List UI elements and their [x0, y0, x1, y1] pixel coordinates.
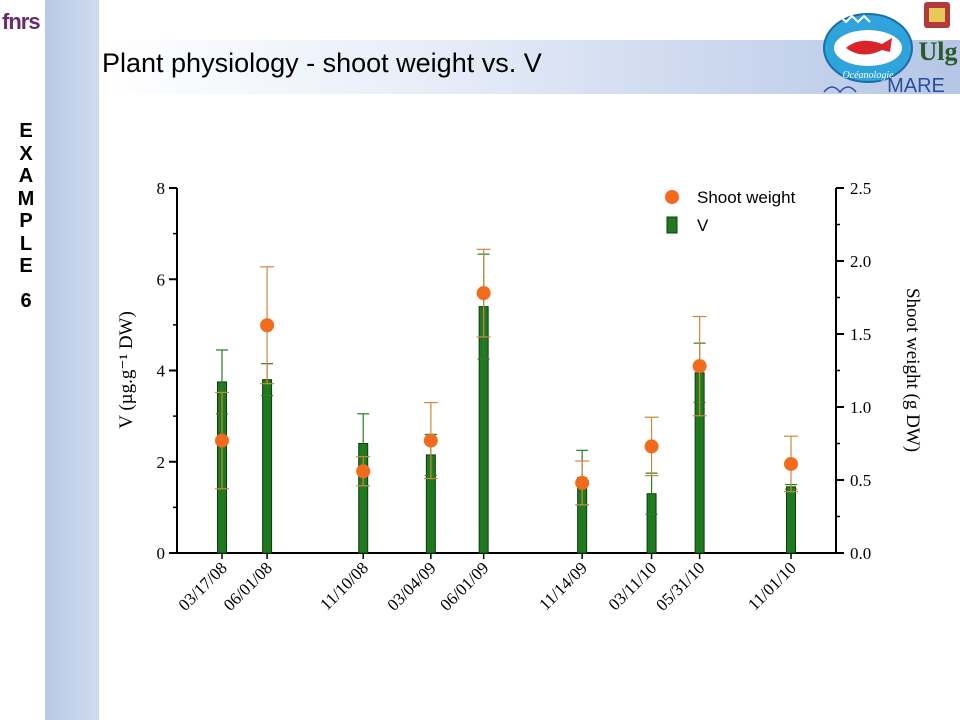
x-tick-label: 03/17/08	[175, 558, 231, 614]
shoot-weight-point	[423, 433, 438, 448]
shoot-weight-points	[215, 248, 798, 506]
y-left-tick-label: 4	[157, 362, 166, 381]
shoot-weight-point	[644, 439, 659, 454]
sidebar-band	[45, 0, 99, 720]
y-right-tick-label: 1.0	[850, 398, 871, 417]
y-axis-right-title: Shoot weight (g DW)	[902, 288, 923, 452]
x-tick-label: 05/31/10	[652, 558, 708, 614]
legend-marker-bar	[666, 216, 678, 234]
x-tick-label: 03/04/09	[383, 558, 439, 614]
legend-label: Shoot weight	[697, 188, 796, 207]
example-letter: E	[19, 120, 33, 142]
example-number: 6	[20, 289, 32, 312]
y-right-tick-label: 1.5	[850, 325, 871, 344]
x-tick-label: 11/10/08	[316, 558, 372, 614]
axes	[169, 187, 844, 559]
y-right-tick-label: 2.5	[850, 179, 871, 198]
legend: Shoot weight V	[665, 188, 796, 235]
shoot-weight-point	[215, 433, 229, 448]
mare-text: MARE	[887, 75, 945, 96]
x-tick-label: 06/01/09	[436, 558, 492, 614]
v-bar	[262, 379, 273, 554]
fnrs-logo: fnrs	[2, 9, 41, 34]
y-left-tick-label: 2	[157, 453, 166, 472]
example-letter: L	[19, 232, 33, 255]
y-left-tick-label: 6	[157, 270, 166, 289]
y-left-tick-label: 8	[157, 179, 166, 198]
shoot-weight-point	[692, 359, 707, 374]
oceanologie-logo: Océanologie	[823, 13, 913, 83]
x-tick-label: 03/11/10	[605, 558, 661, 614]
page-title: Plant physiology - shoot weight vs. V	[102, 48, 542, 78]
shoot-weight-point	[356, 464, 371, 479]
example-letter: M	[17, 187, 35, 210]
shoot-weight-point	[784, 456, 798, 471]
example-letter: P	[19, 210, 33, 232]
legend-label: V	[697, 216, 709, 235]
x-tick-label: 06/01/08	[220, 558, 276, 614]
shoot-weight-point	[260, 318, 275, 333]
mare-logo: MARE	[823, 75, 945, 96]
legend-marker-circle	[665, 190, 679, 204]
ulg-logo: Ulg	[919, 2, 958, 66]
example-letter: A	[18, 165, 34, 187]
example-label: E X A M P L E 6	[6, 120, 46, 312]
v-bar	[786, 486, 796, 554]
oceanologie-text: Océanologie	[842, 70, 894, 81]
shoot-weight-point	[575, 475, 590, 490]
x-tick-label: 11/01/10	[744, 558, 800, 614]
v-bars	[216, 253, 797, 554]
example-letter: E	[19, 255, 33, 277]
institution-logos: Océanologie Ulg MARE	[823, 2, 958, 96]
y-right-tick-label: 0.0	[850, 544, 871, 563]
header-band	[99, 40, 960, 94]
y-axis-left-title: V (µg.g⁻¹ DW)	[116, 311, 137, 429]
x-tick-label: 11/14/09	[535, 558, 591, 614]
example-letter: X	[19, 142, 33, 165]
y-left-tick-label: 0	[157, 544, 166, 563]
y-right-tick-label: 0.5	[850, 471, 871, 490]
ulg-text: Ulg	[919, 37, 958, 66]
y-right-tick-label: 2.0	[850, 252, 871, 271]
shoot-weight-point	[476, 286, 491, 301]
